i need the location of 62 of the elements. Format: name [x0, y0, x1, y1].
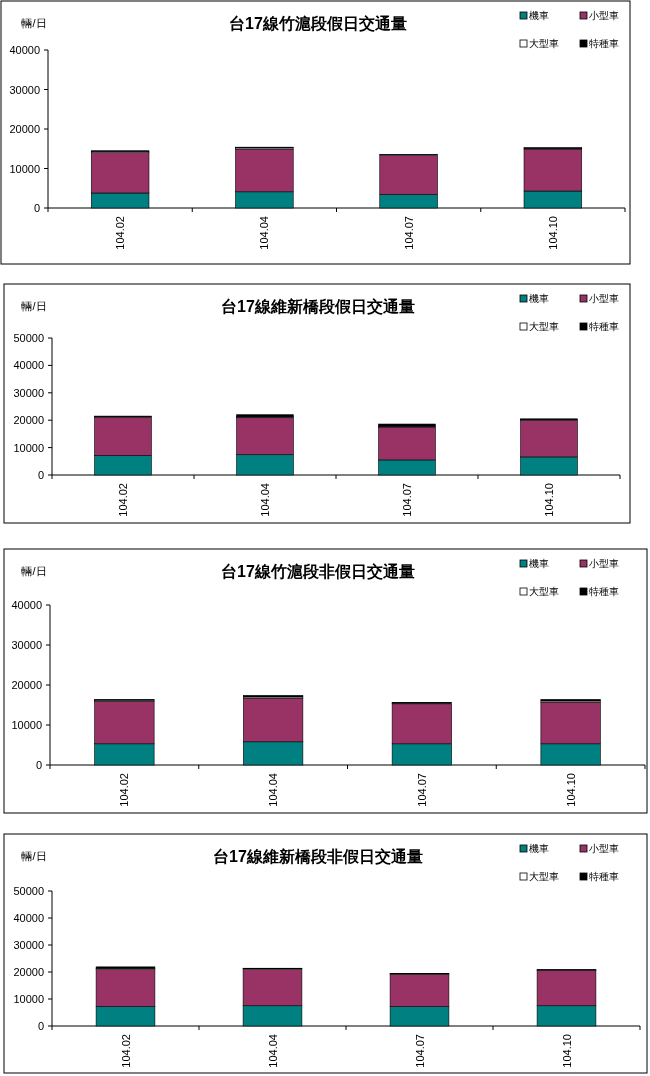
x-tick-label: 104.02 [114, 216, 127, 250]
legend-label: 小型車 [589, 293, 619, 304]
y-tick-label: 10000 [13, 441, 44, 454]
y-tick-label: 30000 [13, 939, 44, 951]
x-tick-label: 104.07 [401, 483, 413, 517]
y-tick-label: 0 [37, 1020, 44, 1032]
legend-label: 特種車 [589, 586, 619, 597]
y-axis-title: 輛/日 [21, 565, 47, 577]
x-tick-label: 104.10 [546, 216, 559, 250]
legend-label: 特種車 [589, 321, 619, 332]
chart-title: 台17線維新橋段假日交通量 [221, 297, 415, 315]
legend-label: 機車 [529, 293, 549, 304]
y-axis-title: 輛/日 [21, 850, 47, 862]
y-tick-label: 20000 [13, 966, 44, 978]
y-tick-label: 20000 [11, 679, 42, 691]
legend-label: 小型車 [589, 843, 619, 854]
x-tick-label: 104.07 [413, 1034, 426, 1068]
legend-label: 機車 [529, 843, 549, 854]
y-tick-label: 0 [35, 759, 42, 771]
chart-title: 台17線竹滬段非假日交通量 [221, 562, 415, 580]
y-tick-label: 40000 [13, 359, 44, 372]
y-tick-label: 20000 [9, 123, 40, 135]
y-tick-label: 40000 [9, 44, 40, 56]
y-tick-label: 40000 [11, 599, 42, 611]
y-tick-label: 30000 [9, 83, 40, 96]
y-tick-label: 50000 [13, 332, 44, 344]
y-axis-title: 輛/日 [21, 17, 47, 29]
chart-title: 台17線維新橋段非假日交通量 [213, 847, 423, 865]
x-tick-label: 104.04 [259, 483, 271, 517]
y-tick-label: 30000 [13, 386, 44, 399]
legend-label: 小型車 [589, 558, 619, 569]
y-tick-label: 40000 [13, 912, 44, 924]
x-tick-label: 104.02 [117, 483, 129, 517]
x-tick-label: 104.07 [402, 216, 415, 250]
x-tick-label: 104.10 [543, 483, 555, 517]
y-tick-label: 0 [37, 469, 44, 481]
legend-label: 機車 [529, 558, 549, 569]
legend-label: 大型車 [529, 871, 559, 882]
x-tick-label: 104.10 [564, 773, 577, 807]
y-tick-label: 10000 [13, 993, 44, 1005]
x-tick-label: 104.04 [266, 1034, 279, 1068]
y-tick-label: 0 [33, 202, 40, 214]
y-tick-label: 10000 [11, 719, 42, 731]
chart-title: 台17線竹滬段假日交通量 [229, 14, 407, 32]
x-tick-label: 104.04 [267, 773, 280, 807]
x-tick-label: 104.10 [560, 1034, 573, 1068]
y-tick-label: 10000 [9, 162, 40, 175]
y-tick-label: 30000 [11, 639, 42, 651]
legend-label: 特種車 [589, 38, 619, 49]
legend-label: 大型車 [529, 38, 559, 49]
x-tick-label: 104.07 [415, 773, 428, 807]
y-tick-label: 50000 [13, 885, 44, 897]
y-axis-title: 輛/日 [21, 300, 47, 312]
x-tick-label: 104.02 [118, 773, 131, 807]
legend-label: 特種車 [589, 871, 619, 882]
x-tick-label: 104.04 [258, 216, 271, 250]
x-tick-label: 104.02 [119, 1034, 132, 1068]
legend-label: 大型車 [529, 586, 559, 597]
y-tick-label: 20000 [13, 414, 44, 427]
legend-label: 小型車 [589, 10, 619, 21]
legend-label: 機車 [529, 10, 549, 21]
legend-label: 大型車 [529, 321, 559, 332]
